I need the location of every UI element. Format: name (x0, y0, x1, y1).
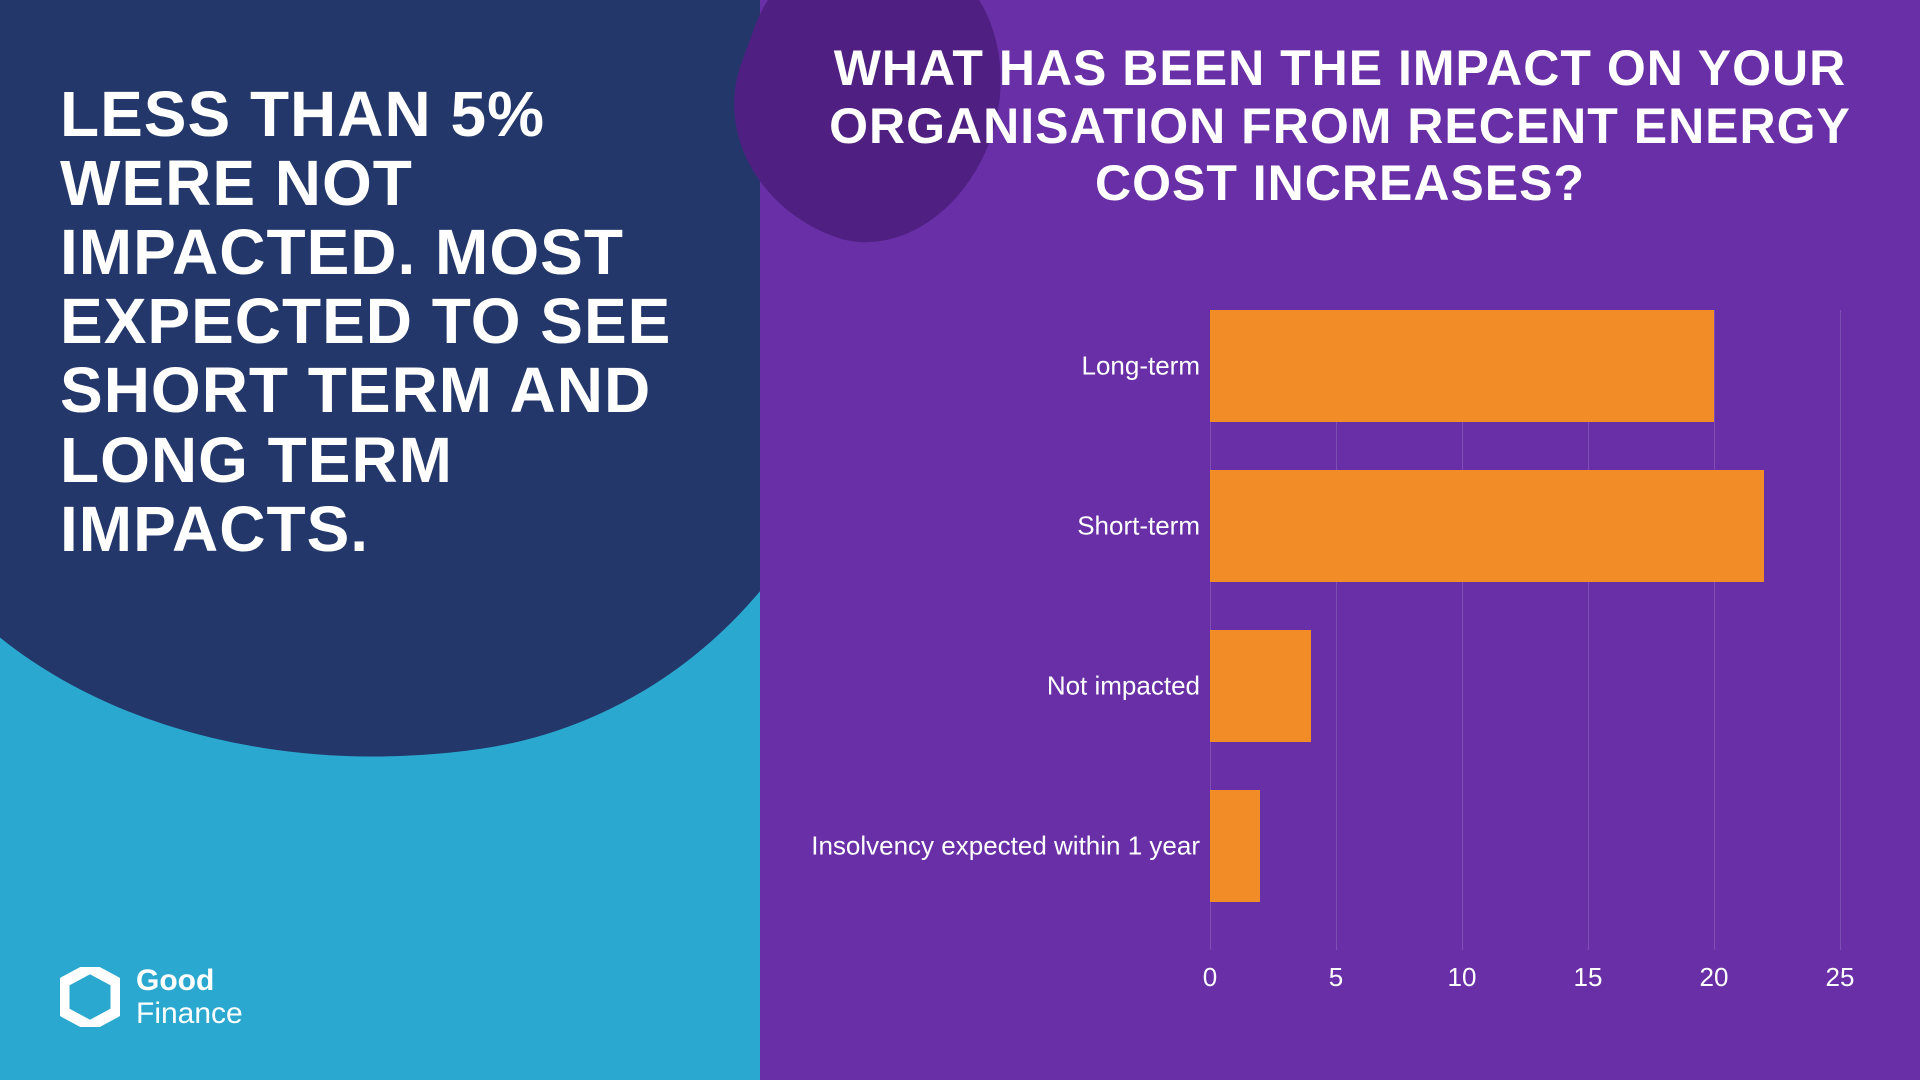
chart-bar (1210, 310, 1714, 422)
chart-title: WHAT HAS BEEN THE IMPACT ON YOUR ORGANIS… (780, 40, 1900, 213)
chart-xtick: 20 (1700, 962, 1729, 993)
chart-xtick: 15 (1574, 962, 1603, 993)
chart-bar (1210, 790, 1260, 902)
headline-text: LESS THAN 5% WERE NOT IMPACTED. MOST EXP… (60, 80, 700, 564)
chart-gridline (1714, 310, 1715, 950)
logo-line2: Finance (136, 997, 243, 1030)
chart-xtick: 10 (1448, 962, 1477, 993)
chart-area: 0 5 10 15 20 25 Long-term Short-term Not impacte… (810, 310, 1880, 1030)
chart-xtick: 0 (1203, 962, 1217, 993)
slide: LESS THAN 5% WERE NOT IMPACTED. MOST EXP… (0, 0, 1920, 1080)
logo-text: Good Finance (136, 964, 243, 1030)
chart-plot (1210, 310, 1840, 950)
logo-hexagon-icon (60, 967, 120, 1027)
chart-bar (1210, 630, 1311, 742)
chart-bar (1210, 470, 1764, 582)
chart-gridline (1840, 310, 1841, 950)
logo-line1: Good (136, 964, 243, 997)
chart-ytick: Insolvency expected within 1 year (810, 831, 1200, 862)
chart-xtick: 25 (1826, 962, 1855, 993)
chart-ytick: Short-term (810, 511, 1200, 542)
chart-xtick: 5 (1329, 962, 1343, 993)
chart-ytick: Long-term (810, 351, 1200, 382)
logo: Good Finance (60, 964, 243, 1030)
chart-ytick: Not impacted (810, 671, 1200, 702)
